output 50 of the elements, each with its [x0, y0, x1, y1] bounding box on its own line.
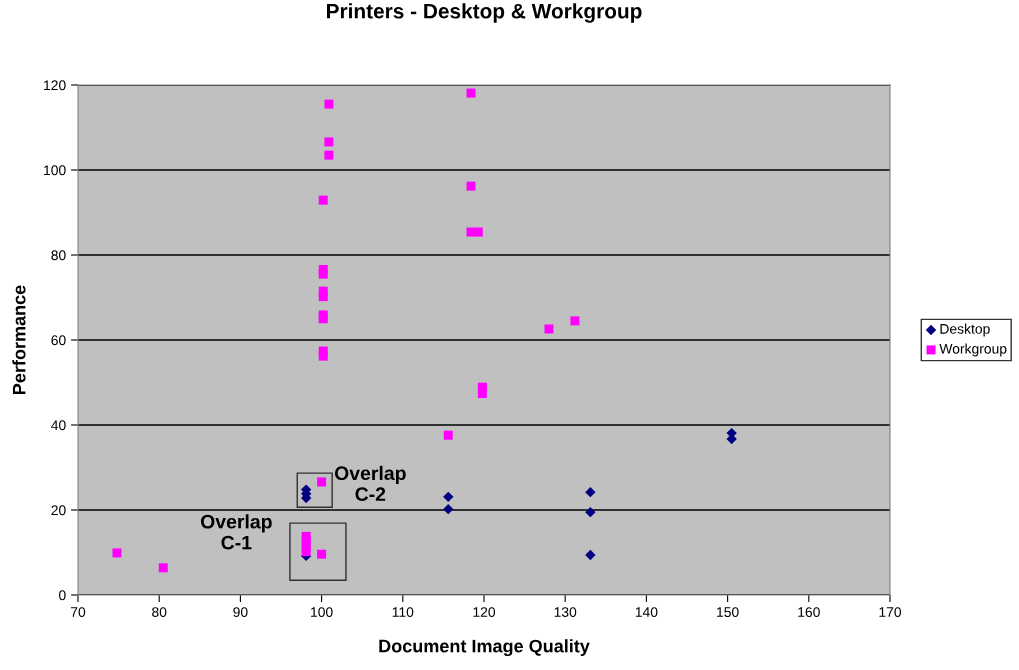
point [318, 195, 328, 205]
point [466, 88, 476, 98]
annotation: Overlap C-2 [334, 465, 406, 502]
point [324, 99, 334, 109]
point [443, 491, 454, 503]
x-axis-title: Document Image Quality [379, 639, 590, 657]
point [318, 314, 328, 324]
point [318, 351, 328, 361]
point [466, 181, 476, 191]
y-axis-title: Performance [12, 285, 26, 394]
chart-title: Printers - Desktop & Workgroup [327, 3, 642, 23]
x-tick-label: 80 [152, 607, 167, 618]
y-tick-label: 60 [51, 335, 66, 346]
point [473, 227, 483, 237]
x-tick-label: 90 [233, 607, 248, 618]
y-tick-label: 20 [51, 505, 66, 516]
y-tick-label: 40 [51, 420, 66, 431]
point [544, 324, 554, 334]
x-tick-label: 100 [311, 607, 333, 618]
point [318, 292, 328, 302]
point [585, 486, 596, 498]
x-tick-label: 120 [473, 607, 496, 618]
point [317, 549, 327, 559]
x-tick-label: 110 [392, 607, 414, 618]
x-tick-label: 170 [879, 607, 902, 618]
point [112, 548, 122, 558]
x-tick-label: 70 [70, 607, 86, 618]
y-tick-label: 100 [44, 165, 66, 176]
x-tick-label: 160 [798, 607, 820, 618]
point [570, 316, 580, 326]
point [585, 506, 596, 518]
point [477, 389, 487, 399]
point [324, 150, 334, 160]
point [317, 477, 327, 487]
y-tick-label: 80 [51, 250, 66, 261]
y-tick-label: 0 [59, 590, 66, 601]
y-tick-label: 120 [44, 80, 66, 91]
annotation: Overlap C-1 [200, 514, 272, 550]
point [158, 563, 168, 573]
point [301, 547, 311, 557]
legend-label: Desktop [940, 323, 990, 337]
point [318, 269, 328, 279]
point [585, 549, 596, 561]
point [443, 503, 454, 515]
point [443, 430, 453, 440]
point [324, 137, 334, 147]
legend-label: Workgroup [939, 343, 1007, 357]
x-tick-label: 130 [554, 607, 577, 618]
x-tick-label: 150 [717, 607, 739, 618]
x-tick-label: 140 [635, 607, 658, 618]
